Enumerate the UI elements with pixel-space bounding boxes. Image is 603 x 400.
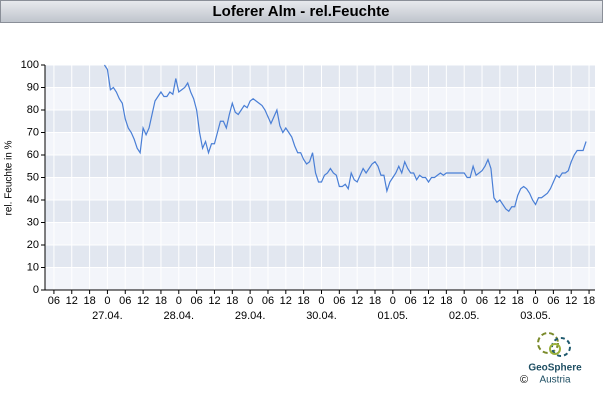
x-tick-label: 18 [226, 295, 238, 307]
date-label: 27.04. [92, 310, 123, 322]
grid-band [45, 200, 595, 223]
x-tick-label: 06 [405, 295, 417, 307]
x-tick-label: 0 [247, 295, 253, 307]
copyright: © [520, 374, 528, 386]
date-label: 28.04. [163, 310, 194, 322]
x-tick-label: 18 [155, 295, 167, 307]
y-tick-label: 90 [27, 81, 39, 93]
y-tick-label: 50 [27, 171, 39, 183]
grid-band [45, 110, 595, 133]
x-tick-label: 0 [390, 295, 396, 307]
x-tick-label: 12 [137, 295, 149, 307]
logo [537, 332, 571, 357]
y-tick-label: 30 [27, 216, 39, 228]
date-label: 03.05. [520, 310, 551, 322]
x-tick-label: 0 [461, 295, 467, 307]
x-tick-label: 18 [583, 295, 595, 307]
x-tick-label: 12 [208, 295, 220, 307]
x-tick-label: 06 [333, 295, 345, 307]
x-tick-label: 18 [440, 295, 452, 307]
y-tick-label: 20 [27, 239, 39, 251]
x-tick-label: 06 [119, 295, 131, 307]
grid-band [45, 155, 595, 178]
x-tick-label: 0 [318, 295, 324, 307]
logo-name: GeoSphere [528, 363, 582, 374]
x-tick-label: 0 [176, 295, 182, 307]
y-tick-label: 100 [21, 59, 39, 71]
date-label: 30.04. [306, 310, 337, 322]
x-tick-label: 18 [512, 295, 524, 307]
x-tick-label: 18 [298, 295, 310, 307]
y-tick-label: 10 [27, 261, 39, 273]
x-tick-label: 12 [66, 295, 78, 307]
x-tick-label: 12 [565, 295, 577, 307]
date-label: 01.05. [378, 310, 409, 322]
x-tick-label: 06 [190, 295, 202, 307]
chart-title: Loferer Alm - rel.Feuchte [213, 3, 390, 20]
x-tick-label: 06 [547, 295, 559, 307]
x-tick-label: 18 [83, 295, 95, 307]
x-tick-label: 12 [351, 295, 363, 307]
x-tick-label: 06 [48, 295, 60, 307]
y-tick-label: 70 [27, 126, 39, 138]
date-label: 29.04. [235, 310, 266, 322]
y-axis-label: rel. Feuchte in % [4, 140, 15, 215]
x-tick-label: 12 [280, 295, 292, 307]
y-tick-label: 60 [27, 149, 39, 161]
x-tick-label: 06 [262, 295, 274, 307]
y-tick-label: 0 [33, 284, 39, 296]
x-tick-label: 18 [369, 295, 381, 307]
x-tick-label: 06 [476, 295, 488, 307]
x-tick-label: 0 [104, 295, 110, 307]
x-tick-label: 0 [532, 295, 538, 307]
grid-band [45, 245, 595, 268]
logo-sub: Austria [539, 375, 571, 386]
date-label: 02.05. [449, 310, 480, 322]
data-line [103, 64, 587, 213]
x-tick-label: 12 [494, 295, 506, 307]
y-tick-label: 40 [27, 194, 39, 206]
y-tick-label: 80 [27, 104, 39, 116]
grid-band [45, 65, 595, 88]
x-tick-label: 12 [422, 295, 434, 307]
